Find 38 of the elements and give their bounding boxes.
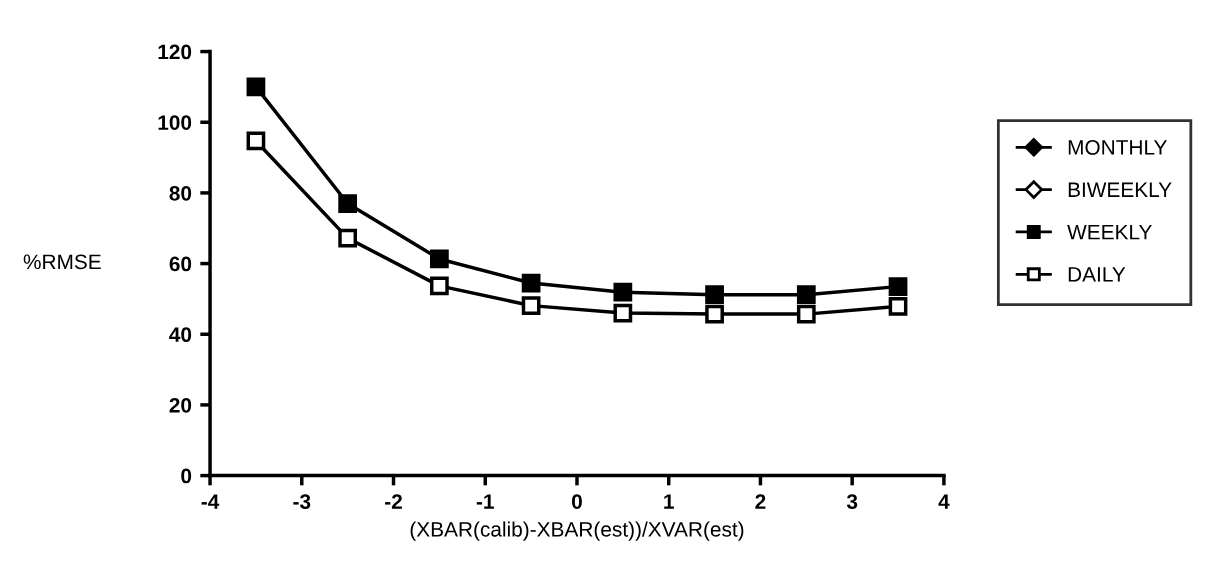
y-tick-label: 100 (158, 115, 192, 130)
point (521, 296, 541, 316)
point (338, 228, 358, 248)
x-tick-label: 4 (938, 494, 950, 509)
point (888, 277, 908, 296)
point (705, 304, 724, 324)
point (796, 304, 816, 324)
y-tick-label: 20 (169, 397, 192, 413)
legend-label: DAILY (1068, 267, 1126, 282)
y-tick-label: 120 (158, 44, 192, 60)
y-tick-label: 60 (169, 256, 192, 272)
point (246, 131, 266, 151)
x-tick-label: -1 (476, 494, 494, 509)
x-tick-label: 1 (664, 494, 674, 509)
point (246, 77, 266, 97)
y-tick-label: 0 (181, 468, 192, 484)
x-tick-label: 3 (846, 494, 858, 509)
x-tick-label: -3 (293, 494, 311, 509)
point (430, 276, 449, 296)
point (338, 194, 358, 213)
point (430, 249, 449, 269)
legend-label: WEEKLY (1067, 224, 1152, 240)
point (705, 285, 724, 305)
point (613, 303, 633, 323)
point (888, 296, 908, 316)
x-tick-label: -4 (201, 494, 220, 509)
point (521, 273, 541, 293)
x-axis-title: (XBAR(calib)-XBAR(est))/XVAR(est) (410, 521, 744, 541)
x-tick-label: 2 (755, 494, 766, 509)
point (796, 285, 816, 305)
legend-label: MONTHLY (1068, 140, 1167, 155)
x-tick-label: 0 (572, 494, 582, 509)
x-tick-label: -2 (385, 494, 402, 509)
y-tick-label: 80 (169, 185, 192, 201)
point (613, 282, 633, 302)
y-axis-title: %RMSE (23, 254, 101, 270)
y-tick-label: 40 (169, 327, 192, 342)
legend-label: BIWEEKLY (1068, 182, 1172, 197)
